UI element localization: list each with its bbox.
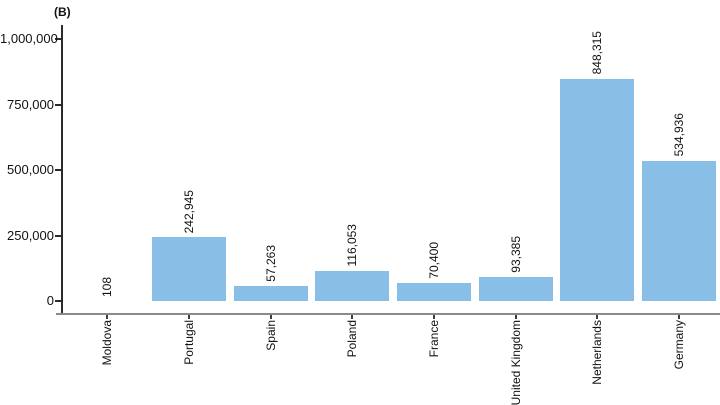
- x-tick-label: France: [426, 320, 441, 358]
- x-tick: [106, 315, 109, 319]
- x-tick: [596, 315, 599, 319]
- y-tick-label: 250,000: [7, 227, 54, 243]
- bar-value-label: 242,945: [181, 189, 196, 234]
- x-tick-label: United Kingdom: [508, 320, 523, 405]
- x-tick-label: Netherlands: [590, 320, 605, 385]
- bar: [560, 78, 635, 301]
- y-tick: [55, 234, 61, 237]
- bar-value-label: 93,385: [508, 235, 523, 273]
- x-tick-label: Poland: [345, 320, 360, 358]
- y-tick: [55, 169, 61, 171]
- bar: [396, 282, 471, 301]
- bar-value-label: 116,053: [345, 224, 360, 267]
- panel-label: (B): [54, 5, 71, 19]
- y-tick: [55, 38, 61, 40]
- bar-value-label: 57,263: [263, 245, 278, 282]
- bar: [315, 270, 390, 301]
- bar: [151, 237, 226, 301]
- x-tick: [432, 315, 435, 319]
- bar: [233, 285, 308, 301]
- bar: [641, 160, 716, 301]
- y-tick-label: 1,000,000: [0, 31, 58, 46]
- y-tick-label: 0: [46, 293, 54, 308]
- y-axis-line: [61, 25, 63, 315]
- x-tick: [187, 315, 190, 319]
- x-tick-label: Moldova: [100, 320, 115, 366]
- bar-value-label: 534,936: [671, 113, 686, 157]
- x-tick-label: Spain: [263, 320, 278, 351]
- y-tick: [55, 103, 61, 106]
- bar-value-label: 70,400: [426, 241, 441, 279]
- bar-value-label: 848,315: [590, 31, 605, 75]
- x-tick: [514, 315, 517, 319]
- x-tick: [351, 315, 354, 319]
- y-tick-label: 500,000: [7, 162, 54, 177]
- y-tick-label: 750,000: [7, 96, 54, 112]
- bar: [478, 276, 553, 301]
- x-tick: [677, 315, 680, 319]
- bar-value-label: 108: [100, 276, 115, 297]
- x-tick-label: Portugal: [181, 320, 196, 365]
- y-tick: [55, 300, 61, 302]
- x-tick-label: Germany: [671, 320, 686, 370]
- x-axis-line: [56, 313, 720, 315]
- x-tick: [269, 315, 272, 319]
